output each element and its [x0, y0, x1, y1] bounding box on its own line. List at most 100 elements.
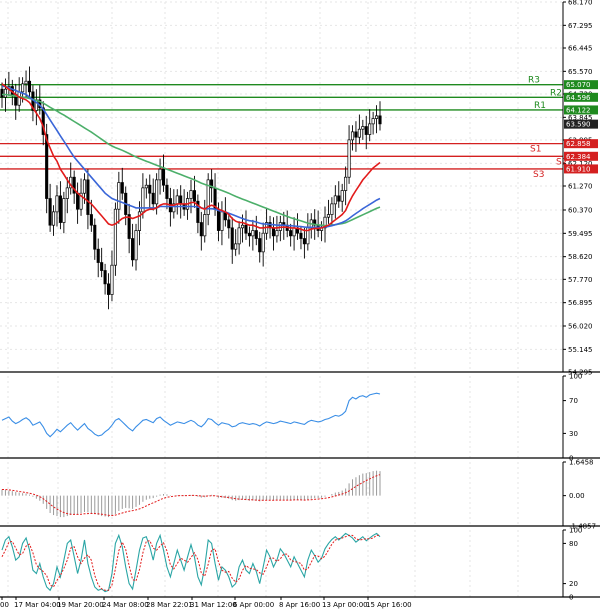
candle-body	[357, 128, 361, 138]
candle-body	[48, 198, 52, 226]
candle-body	[131, 238, 135, 261]
level-price-tag-label: 65.070	[566, 81, 591, 89]
candle-body	[378, 115, 382, 125]
candle-body	[0, 88, 4, 98]
current-price-label: 63.590	[566, 121, 591, 129]
candle-body	[148, 184, 152, 194]
candle-body	[337, 195, 341, 202]
level-label-s3: S3	[533, 170, 544, 180]
candle-body	[210, 179, 214, 189]
candle-body	[55, 195, 59, 213]
macd-y-tick-label: 0.00	[569, 492, 585, 500]
candle-body	[326, 214, 331, 218]
candle-body	[76, 192, 80, 210]
price-y-tick-label: 67.295	[568, 22, 593, 30]
candle-body	[375, 115, 379, 119]
candle-body	[179, 195, 183, 205]
candle-body	[155, 179, 159, 205]
price-y-tick-label: 65.570	[568, 68, 593, 76]
candle-body	[240, 224, 245, 229]
candle-body	[89, 214, 93, 226]
level-price-tag-label: 62.858	[566, 140, 591, 148]
level-label-r2: R2	[550, 88, 562, 98]
rsi-line	[1, 392, 381, 438]
candle-body	[203, 214, 207, 237]
level-price-tag-label: 61.910	[566, 165, 591, 173]
x-tick-label: 17 Mar 04:00	[14, 601, 61, 609]
candle-body	[151, 192, 155, 205]
candle-body	[234, 243, 238, 250]
stoch-k-line	[1, 532, 381, 593]
candle-body	[134, 230, 138, 261]
candle-body	[302, 238, 306, 245]
candle-body	[244, 224, 248, 234]
candle-body	[271, 227, 276, 237]
level-price-tag	[564, 151, 598, 161]
candle-body	[251, 230, 255, 237]
rsi-y-tick-label: 100	[569, 373, 582, 381]
candle-body	[93, 224, 97, 250]
candle-body	[79, 192, 83, 210]
price-y-tick-label: 61.270	[568, 183, 593, 191]
candle-body	[364, 126, 368, 135]
candle-body	[333, 195, 337, 205]
candle-body	[340, 190, 344, 202]
current-price-tag	[564, 119, 598, 129]
stoch-y-tick-label: 20	[569, 580, 578, 588]
candle-body	[199, 222, 203, 237]
candle-body	[292, 227, 296, 237]
stoch-y-tick-label: 80	[569, 540, 578, 548]
candle-body	[350, 131, 355, 141]
ema-mid-line	[2, 85, 381, 229]
x-tick-label: 19 Mar 20:00	[57, 601, 104, 609]
candle-body	[41, 107, 45, 135]
candle-body	[344, 176, 348, 191]
price-y-tick-label: 55.145	[568, 346, 593, 354]
candle-body	[172, 203, 176, 213]
candle-body	[144, 184, 148, 189]
level-price-tag	[564, 139, 598, 149]
candle-body	[120, 182, 124, 194]
candle-body	[117, 182, 121, 210]
rsi-y-tick-label: 70	[569, 397, 578, 405]
price-y-tick-label: 62.120	[568, 160, 593, 168]
candle-body	[110, 264, 114, 295]
candle-body	[141, 187, 145, 213]
x-tick-label: 31 Mar 12:00	[190, 601, 237, 609]
ema-fast-line	[1, 83, 381, 232]
candle-body	[82, 179, 87, 194]
candle-body	[368, 123, 372, 135]
candle-body	[45, 134, 49, 199]
price-y-tick-label: 57.770	[568, 276, 593, 284]
candle-body	[24, 80, 28, 85]
level-label-s2: S2	[556, 157, 567, 167]
candle-body	[62, 198, 66, 223]
candle-body	[65, 187, 69, 199]
candle-body	[96, 248, 100, 263]
level-label-r3: R3	[528, 76, 540, 86]
candle-body	[289, 230, 293, 237]
stoch-y-tick-label: 100	[569, 527, 582, 535]
candle-body	[258, 238, 262, 253]
price-y-tick-label: 60.370	[568, 207, 593, 215]
x-tick-label: 00	[0, 601, 9, 609]
level-price-tag	[564, 80, 598, 90]
candle-body	[247, 232, 251, 237]
candle-body	[127, 214, 131, 239]
candle-body	[192, 190, 196, 202]
candle-body	[158, 168, 162, 181]
level-price-tag-label: 64.596	[566, 94, 591, 102]
level-price-tag	[564, 92, 598, 102]
macd-y-tick-label: 1.6458	[569, 459, 594, 467]
candle-body	[254, 230, 258, 239]
candle-body	[206, 179, 210, 215]
candle-body	[299, 232, 303, 239]
candle-body	[216, 208, 221, 231]
candle-body	[330, 203, 334, 215]
level-label-s1: S1	[530, 145, 541, 155]
rsi-y-tick-label: 30	[569, 430, 578, 438]
level-price-tag	[564, 164, 598, 174]
candle-body	[175, 195, 179, 205]
candle-body	[275, 230, 279, 237]
